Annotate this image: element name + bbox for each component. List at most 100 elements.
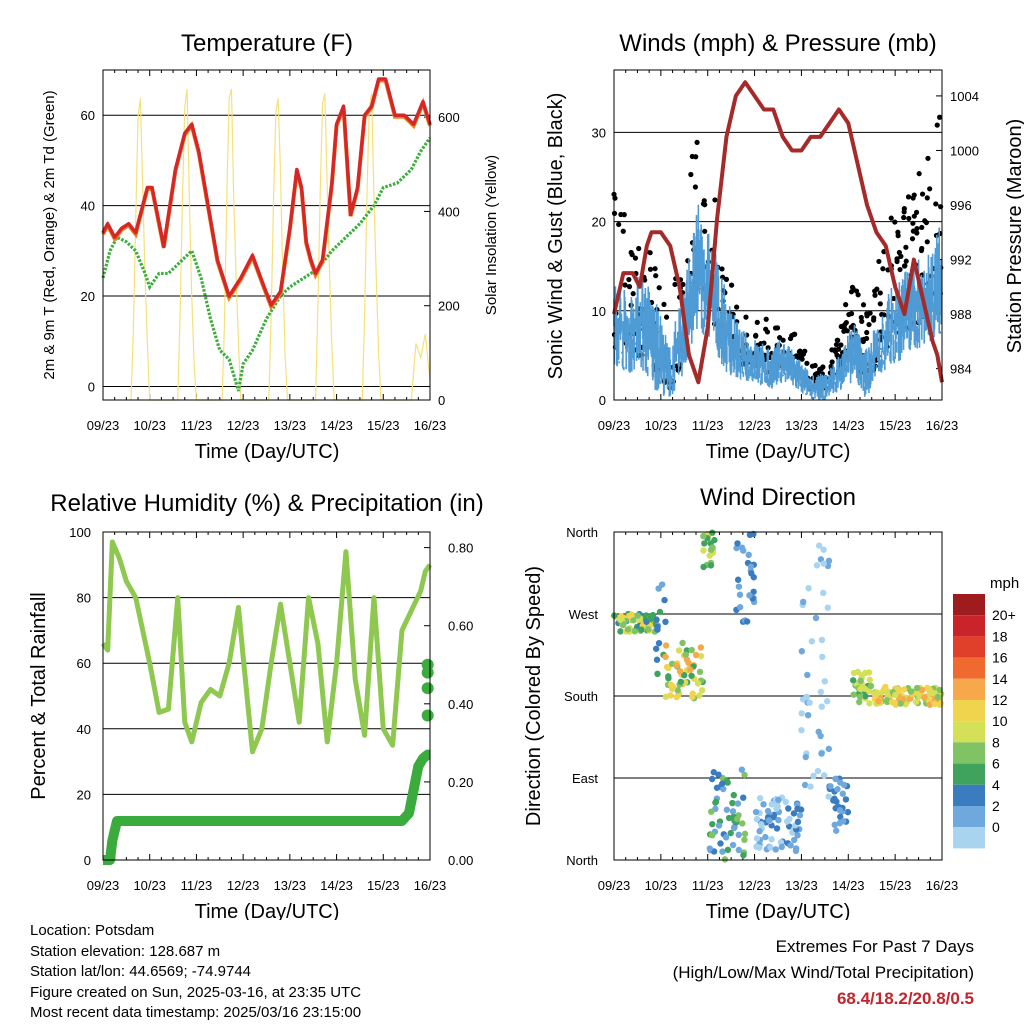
direction-point xyxy=(897,700,904,707)
x-tick-label: 10/23 xyxy=(645,878,678,893)
temperature-title: Temperature (F) xyxy=(181,30,353,57)
direction-point xyxy=(866,700,873,707)
gust-point xyxy=(927,186,933,192)
gust-point xyxy=(925,155,931,161)
y-tick-label: 20 xyxy=(592,215,606,230)
direction-point xyxy=(752,808,760,816)
direction-point xyxy=(768,801,775,808)
direction-point xyxy=(653,616,660,623)
gust-point xyxy=(860,338,866,345)
direction-point xyxy=(722,834,730,841)
direction-point xyxy=(814,767,822,775)
gust-point xyxy=(919,245,925,252)
precip-line xyxy=(103,749,433,865)
direction-point xyxy=(818,703,825,710)
x-tick-label: 12/23 xyxy=(227,418,260,433)
direction-point xyxy=(862,692,869,700)
direction-point xyxy=(810,772,817,780)
direction-point xyxy=(713,784,721,791)
direction-point xyxy=(735,831,742,839)
direction-point xyxy=(736,603,744,611)
direction-point xyxy=(730,791,737,799)
direction-point xyxy=(725,814,733,822)
gust-point xyxy=(933,201,939,207)
legend-swatch xyxy=(953,678,985,700)
gust-point xyxy=(734,304,740,310)
direction-point xyxy=(682,651,689,658)
direction-point xyxy=(700,563,707,571)
gust-point xyxy=(901,206,907,212)
direction-point xyxy=(734,576,742,583)
gust-point xyxy=(919,191,926,197)
gust-point xyxy=(798,355,805,361)
direction-point xyxy=(715,771,722,778)
gust-point xyxy=(866,321,872,328)
gust-point xyxy=(903,244,909,250)
direction-point xyxy=(662,653,669,661)
y-tick-label: 40 xyxy=(77,722,91,737)
legend-swatch xyxy=(953,721,985,743)
direction-point xyxy=(801,781,809,789)
gust-point xyxy=(719,266,725,272)
gust-point xyxy=(924,239,930,245)
direction-point xyxy=(708,775,716,783)
direction-point xyxy=(825,745,833,753)
y2-tick-label: 0.00 xyxy=(448,853,473,868)
x-tick-label: 13/23 xyxy=(785,418,818,433)
legend-swatch xyxy=(953,615,985,637)
gust-point xyxy=(656,285,662,291)
x-tick-label: 12/23 xyxy=(738,878,771,893)
direction-point xyxy=(778,843,785,851)
direction-point xyxy=(798,726,805,734)
direction-point xyxy=(832,775,839,783)
x-tick-label: 10/23 xyxy=(133,878,166,893)
direction-point xyxy=(676,668,684,675)
winds-title: Winds (mph) & Pressure (mb) xyxy=(619,30,936,57)
direction-point xyxy=(883,697,891,704)
x-tick-label: 12/23 xyxy=(227,878,260,893)
direction-point xyxy=(850,691,857,698)
wind-direction-panel: Wind Direction Time (Day/UTC) Direction … xyxy=(523,484,1019,920)
direction-point xyxy=(735,846,743,854)
direction-point xyxy=(741,771,748,779)
x-tick-label: 13/23 xyxy=(274,878,307,893)
direction-point xyxy=(784,818,791,825)
gust-point xyxy=(909,236,916,242)
direction-point xyxy=(740,852,747,859)
direction-point xyxy=(634,612,641,619)
direction-point xyxy=(688,646,695,654)
y-tick-label: 60 xyxy=(81,108,95,123)
direction-point xyxy=(700,532,707,540)
y-tick-label: South xyxy=(564,689,598,704)
direction-point xyxy=(831,821,838,829)
legend-title: mph xyxy=(990,575,1019,592)
x-tick-label: 15/23 xyxy=(879,418,912,433)
direction-point xyxy=(931,700,938,707)
y-tick-label: 0 xyxy=(84,853,91,868)
direction-point xyxy=(756,828,763,835)
temperature-ylabel: 2m & 9m T (Red, Orange) & 2m Td (Green) xyxy=(41,90,58,379)
legend-swatch xyxy=(953,763,985,785)
direction-point xyxy=(767,844,774,851)
y-tick-label: 10 xyxy=(592,304,606,319)
direction-point xyxy=(839,790,846,797)
gust-point xyxy=(867,310,873,316)
legend-label: 8 xyxy=(992,734,1000,750)
humidity-ylabel: Percent & Total Rainfall xyxy=(28,592,50,800)
x-tick-label: 11/23 xyxy=(692,878,724,893)
direction-point xyxy=(866,676,873,684)
legend-swatch xyxy=(953,657,985,679)
gust-point xyxy=(874,286,880,292)
direction-point xyxy=(790,836,798,844)
direction-point xyxy=(669,683,677,691)
direction-point xyxy=(734,800,742,807)
gust-point xyxy=(919,224,925,231)
direction-point xyxy=(820,589,827,597)
y2-tick-label: 988 xyxy=(950,307,972,322)
direction-point xyxy=(818,750,825,757)
gust-point xyxy=(630,291,636,297)
direction-point xyxy=(823,698,831,705)
gust-point xyxy=(734,319,740,325)
gust-point xyxy=(880,266,886,272)
gust-point xyxy=(872,292,878,298)
